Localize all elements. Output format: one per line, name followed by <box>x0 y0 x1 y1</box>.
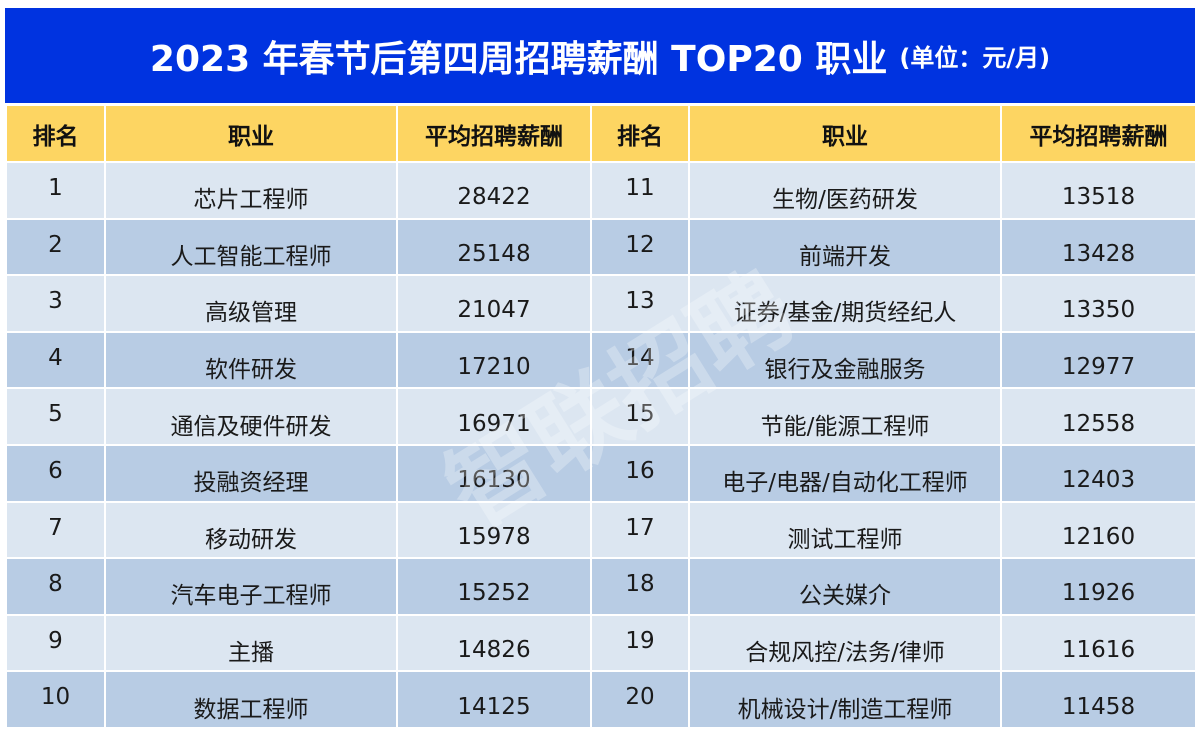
pay-cell: 14125 <box>396 670 592 729</box>
header-rank: 排名 <box>590 104 690 163</box>
rank-cell: 14 <box>590 330 690 390</box>
pay-cell: 21047 <box>396 274 592 333</box>
pay-cell: 12403 <box>1000 443 1197 503</box>
pay-cell: 11616 <box>1000 613 1197 673</box>
job-cell: 高级管理 <box>104 274 398 333</box>
header-pay: 平均招聘薪酬 <box>1000 104 1197 163</box>
job-cell: 汽车电子工程师 <box>104 557 398 616</box>
rank-cell: 18 <box>590 557 690 616</box>
rank-cell: 10 <box>5 670 106 729</box>
rank-cell: 20 <box>590 670 690 729</box>
job-cell: 主播 <box>104 613 398 673</box>
header-job: 职业 <box>104 104 398 163</box>
pay-cell: 15252 <box>396 557 592 616</box>
rank-cell: 16 <box>590 443 690 503</box>
rank-cell: 11 <box>590 161 690 220</box>
table-row: 8 汽车电子工程师 15252 18 公关媒介 11926 <box>5 557 1197 616</box>
rank-cell: 7 <box>5 500 106 560</box>
pay-cell: 13518 <box>1000 161 1197 220</box>
pay-cell: 15978 <box>396 500 592 560</box>
rank-cell: 15 <box>590 387 690 446</box>
job-cell: 机械设计/制造工程师 <box>688 670 1002 729</box>
job-cell: 通信及硬件研发 <box>104 387 398 446</box>
table-row: 10 数据工程师 14125 20 机械设计/制造工程师 11458 <box>5 670 1197 729</box>
table-row: 9 主播 14826 19 合规风控/法务/律师 11616 <box>5 613 1197 673</box>
header-job: 职业 <box>688 104 1002 163</box>
salary-table: 排名 职业 平均招聘薪酬 排名 职业 平均招聘薪酬 1 芯片工程师 28422 … <box>5 104 1197 729</box>
job-cell: 生物/医药研发 <box>688 161 1002 220</box>
title-unit: (单位：元/月) <box>899 44 1051 72</box>
pay-cell: 12558 <box>1000 387 1197 446</box>
header-rank: 排名 <box>5 104 106 163</box>
rank-cell: 19 <box>590 613 690 673</box>
table-row: 3 高级管理 21047 13 证券/基金/期货经纪人 13350 <box>5 274 1197 333</box>
job-cell: 人工智能工程师 <box>104 217 398 277</box>
pay-cell: 28422 <box>396 161 592 220</box>
rank-cell: 8 <box>5 557 106 616</box>
rank-cell: 4 <box>5 330 106 390</box>
job-cell: 前端开发 <box>688 217 1002 277</box>
title-main: 2023 年春节后第四周招聘薪酬 TOP20 职业 <box>149 38 888 80</box>
table-row: 1 芯片工程师 28422 11 生物/医药研发 13518 <box>5 161 1197 220</box>
rank-cell: 2 <box>5 217 106 277</box>
job-cell: 节能/能源工程师 <box>688 387 1002 446</box>
pay-cell: 12977 <box>1000 330 1197 390</box>
pay-cell: 11926 <box>1000 557 1197 616</box>
pay-cell: 25148 <box>396 217 592 277</box>
job-cell: 数据工程师 <box>104 670 398 729</box>
rank-cell: 6 <box>5 443 106 503</box>
pay-cell: 16971 <box>396 387 592 446</box>
job-cell: 测试工程师 <box>688 500 1002 560</box>
table-row: 6 投融资经理 16130 16 电子/电器/自动化工程师 12403 <box>5 443 1197 503</box>
job-cell: 公关媒介 <box>688 557 1002 616</box>
rank-cell: 9 <box>5 613 106 673</box>
pay-cell: 14826 <box>396 613 592 673</box>
table-row: 2 人工智能工程师 25148 12 前端开发 13428 <box>5 217 1197 277</box>
rank-cell: 5 <box>5 387 106 446</box>
pay-cell: 11458 <box>1000 670 1197 729</box>
job-cell: 投融资经理 <box>104 443 398 503</box>
pay-cell: 13428 <box>1000 217 1197 277</box>
page-title: 2023 年春节后第四周招聘薪酬 TOP20 职业 (单位：元/月) <box>5 8 1195 103</box>
job-cell: 电子/电器/自动化工程师 <box>688 443 1002 503</box>
rank-cell: 12 <box>590 217 690 277</box>
rank-cell: 3 <box>5 274 106 333</box>
header-pay: 平均招聘薪酬 <box>396 104 592 163</box>
pay-cell: 16130 <box>396 443 592 503</box>
rank-cell: 13 <box>590 274 690 333</box>
rank-cell: 1 <box>5 161 106 220</box>
job-cell: 软件研发 <box>104 330 398 390</box>
pay-cell: 13350 <box>1000 274 1197 333</box>
job-cell: 移动研发 <box>104 500 398 560</box>
job-cell: 证券/基金/期货经纪人 <box>688 274 1002 333</box>
job-cell: 芯片工程师 <box>104 161 398 220</box>
table-row: 5 通信及硬件研发 16971 15 节能/能源工程师 12558 <box>5 387 1197 446</box>
pay-cell: 17210 <box>396 330 592 390</box>
rank-cell: 17 <box>590 500 690 560</box>
pay-cell: 12160 <box>1000 500 1197 560</box>
table-row: 4 软件研发 17210 14 银行及金融服务 12977 <box>5 330 1197 390</box>
header-row: 排名 职业 平均招聘薪酬 排名 职业 平均招聘薪酬 <box>5 104 1197 163</box>
job-cell: 银行及金融服务 <box>688 330 1002 390</box>
job-cell: 合规风控/法务/律师 <box>688 613 1002 673</box>
table-row: 7 移动研发 15978 17 测试工程师 12160 <box>5 500 1197 560</box>
